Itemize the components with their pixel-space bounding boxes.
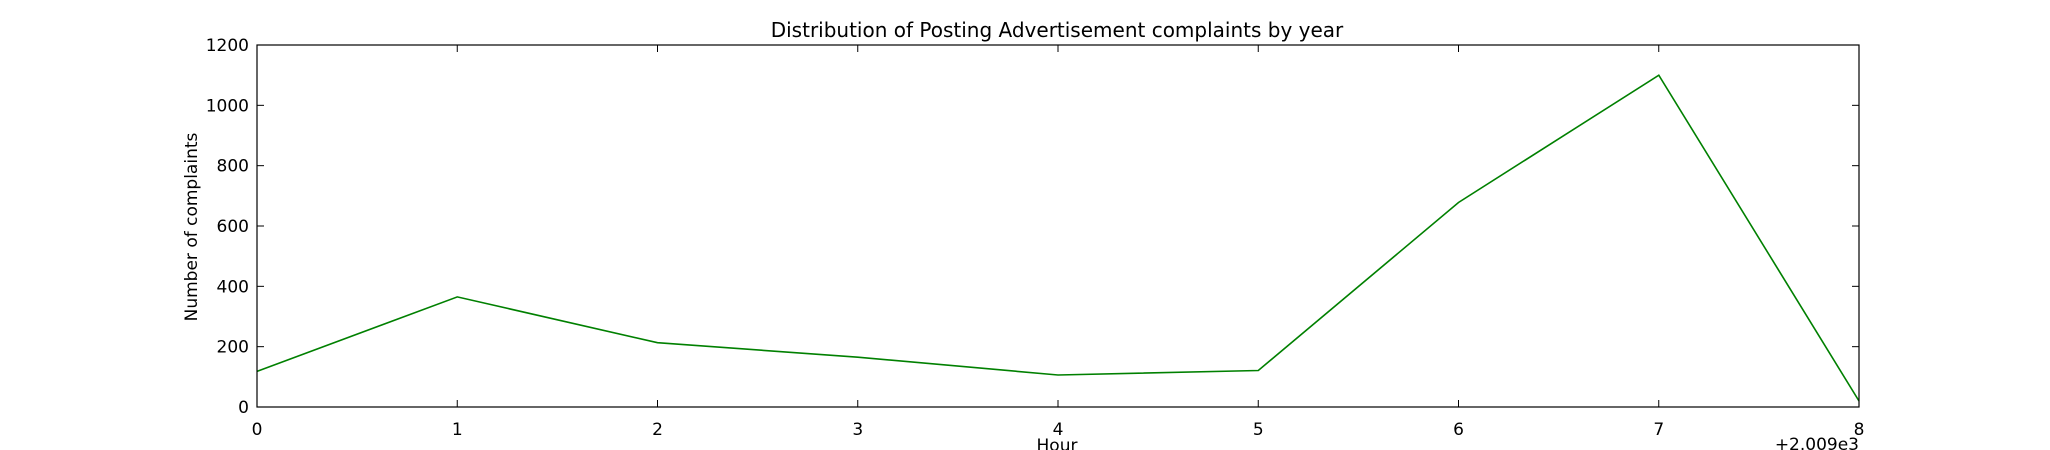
x-tick-label-3: 3 xyxy=(852,420,863,440)
y-tick-label-1000: 1000 xyxy=(206,96,249,116)
y-tick-label-400: 400 xyxy=(217,277,249,297)
x-axis-offset-label: +2.009e3 xyxy=(1775,435,1859,450)
y-tick-label-600: 600 xyxy=(217,217,249,237)
y-tick-label-0: 0 xyxy=(238,398,249,418)
y-tick-label-800: 800 xyxy=(217,157,249,177)
x-axis-label: Hour xyxy=(1037,436,1078,450)
chart-title: Distribution of Posting Advertisement co… xyxy=(771,18,1344,42)
x-tick-label-8: 8 xyxy=(1854,420,1865,440)
x-tick-label-5: 5 xyxy=(1253,420,1264,440)
y-tick-label-1200: 1200 xyxy=(206,36,249,56)
x-tick-label-6: 6 xyxy=(1453,420,1464,440)
x-tick-label-1: 1 xyxy=(452,420,463,440)
series-line-0 xyxy=(256,74,1860,402)
plot-area: 0 1 2 3 4 5 6 7 8 0 200 400 600 800 1000 1200 xyxy=(206,36,1865,440)
x-tick-label-7: 7 xyxy=(1653,420,1664,440)
y-tick-label-200: 200 xyxy=(217,338,249,358)
x-tick-label-4: 4 xyxy=(1053,420,1064,440)
x-tick-label-2: 2 xyxy=(652,420,663,440)
y-axis-label: Number of complaints xyxy=(182,132,202,321)
x-tick-label-0: 0 xyxy=(252,420,263,440)
axes-frame xyxy=(256,44,1860,408)
